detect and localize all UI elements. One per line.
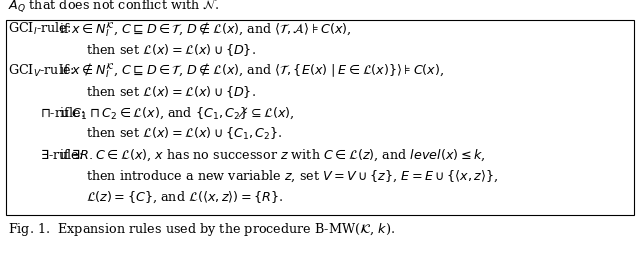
Text: if $\exists R.C \in \mathcal{L}(x)$, $x$ has no successor $z$ with $C \in \mathc: if $\exists R.C \in \mathcal{L}(x)$, $x$… xyxy=(59,148,486,163)
Text: then introduce a new variable $z$, set $V = V \cup \{z\}$, $E = E \cup \{\langle: then introduce a new variable $z$, set $… xyxy=(86,169,499,184)
Text: $A_Q$ that does not conflict with $\mathcal{N}$.: $A_Q$ that does not conflict with $\math… xyxy=(8,0,220,14)
Text: if $x \in N_I^{\mathcal{K}}$, $C \sqsubseteq D \in \mathcal{T}$, $D \notin \math: if $x \in N_I^{\mathcal{K}}$, $C \sqsubs… xyxy=(59,20,351,39)
Text: then set $\mathcal{L}(x) = \mathcal{L}(x) \cup \{C_1, C_2\}$.: then set $\mathcal{L}(x) = \mathcal{L}(x… xyxy=(86,126,283,142)
Text: then set $\mathcal{L}(x) = \mathcal{L}(x) \cup \{D\}$.: then set $\mathcal{L}(x) = \mathcal{L}(x… xyxy=(86,42,257,58)
Bar xyxy=(6,20,634,215)
Text: Fig. 1.  Expansion rules used by the procedure B-MW($\mathcal{K}$, $k$).: Fig. 1. Expansion rules used by the proc… xyxy=(8,221,395,238)
Text: if $C_1 \sqcap C_2 \in \mathcal{L}(x)$, and $\{C_1, C_2\} \not\subseteq \mathcal: if $C_1 \sqcap C_2 \in \mathcal{L}(x)$, … xyxy=(59,106,294,121)
Text: then set $\mathcal{L}(x) = \mathcal{L}(x) \cup \{D\}$.: then set $\mathcal{L}(x) = \mathcal{L}(x… xyxy=(86,84,257,100)
Text: if $x \notin N_I^{\mathcal{K}}$, $C \sqsubseteq D \in \mathcal{T}$, $D \notin \m: if $x \notin N_I^{\mathcal{K}}$, $C \sqs… xyxy=(59,62,444,80)
Text: $\exists$-rule:: $\exists$-rule: xyxy=(40,148,83,162)
Text: $\sqcap$-rule:: $\sqcap$-rule: xyxy=(40,107,85,120)
Text: GCI$_I$-rule:: GCI$_I$-rule: xyxy=(8,21,71,37)
Text: GCI$_V$-rule:: GCI$_V$-rule: xyxy=(8,63,75,79)
Text: $\mathcal{L}(z) = \{C\}$, and $\mathcal{L}(\langle x, z\rangle) = \{R\}$.: $\mathcal{L}(z) = \{C\}$, and $\mathcal{… xyxy=(86,190,284,205)
